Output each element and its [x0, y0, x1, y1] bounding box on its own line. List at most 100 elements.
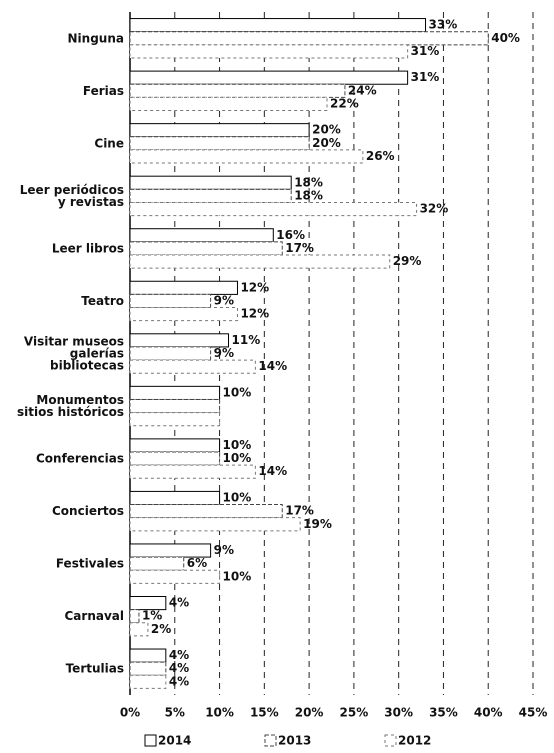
value-label: 10%: [223, 569, 252, 583]
bar: [129, 254, 391, 269]
value-label: 10%: [223, 490, 252, 504]
legend-swatch: [264, 734, 277, 747]
y-tick-label: Carnaval: [65, 609, 125, 623]
value-label: 26%: [366, 149, 395, 163]
value-label: 14%: [258, 359, 287, 373]
bar: [129, 96, 328, 112]
x-tick-label: 35%: [429, 706, 458, 720]
y-tick-label: Conciertos: [52, 504, 124, 518]
x-tick-label: 40%: [474, 706, 503, 720]
value-label: 11%: [232, 333, 261, 347]
x-tick-label: 25%: [340, 706, 369, 720]
bar: [129, 188, 292, 203]
value-label: 22%: [330, 96, 359, 110]
value-label: 10%: [223, 438, 252, 452]
y-tick-label: Ferias: [83, 83, 124, 97]
bar: [129, 609, 140, 624]
bar: [129, 136, 310, 151]
value-label: 24%: [348, 83, 377, 97]
bar: [129, 661, 167, 676]
bar: [129, 359, 256, 374]
value-label: 10%: [223, 385, 252, 399]
bar: [129, 412, 221, 427]
bar: [129, 18, 427, 33]
bar: [129, 398, 221, 414]
value-label: 6%: [187, 556, 207, 570]
value-label: 9%: [214, 293, 234, 307]
bar: [129, 464, 256, 479]
value-label: 40%: [491, 31, 520, 45]
value-label: 31%: [411, 44, 440, 58]
value-label: 20%: [312, 136, 341, 150]
x-tick-label: 15%: [250, 706, 279, 720]
bar: [129, 149, 364, 164]
value-label: 9%: [214, 346, 234, 360]
value-label: 32%: [420, 202, 449, 216]
bar: [129, 674, 167, 689]
bar: [129, 490, 221, 506]
bar: [129, 517, 301, 532]
bar: [129, 569, 221, 584]
value-label: 17%: [285, 241, 314, 255]
value-label: 2%: [151, 622, 171, 636]
bar: [129, 595, 167, 611]
value-label: 18%: [294, 188, 323, 202]
legend-label: 2014: [158, 734, 191, 748]
bar: [129, 543, 212, 558]
bar: [129, 228, 274, 243]
bar: [129, 44, 409, 59]
value-label: 4%: [169, 674, 189, 688]
value-label: 31%: [411, 70, 440, 84]
y-tick-label: Visitar museos galerías bibliotecas: [24, 334, 124, 372]
y-tick-label: Conferencias: [36, 451, 124, 465]
legend-swatch: [144, 734, 157, 747]
value-label: 4%: [169, 648, 189, 662]
y-tick-label: Teatro: [81, 293, 124, 307]
y-tick-label: Cine: [94, 136, 124, 150]
bar: [129, 241, 283, 256]
x-tick-label: 20%: [295, 706, 324, 720]
bar: [129, 175, 292, 190]
value-label: 20%: [312, 123, 341, 137]
bar: [129, 123, 310, 138]
x-tick-label: 10%: [205, 706, 234, 720]
bar: [129, 83, 346, 98]
bar: [129, 385, 221, 400]
value-label: 12%: [240, 307, 269, 321]
bar: [129, 307, 238, 322]
value-label: 14%: [258, 464, 287, 478]
y-tick-label: Festivales: [56, 556, 124, 570]
y-tick-label: Ninguna: [68, 31, 124, 45]
x-tick-label: 30%: [384, 706, 413, 720]
value-label: 1%: [142, 609, 162, 623]
bar: [129, 451, 221, 466]
bar: [129, 346, 212, 361]
value-label: 4%: [169, 596, 189, 610]
bar: [129, 70, 409, 85]
legend-label: 2012: [398, 734, 431, 748]
legend-swatch: [384, 734, 397, 747]
value-label: 9%: [214, 543, 234, 557]
value-label: 29%: [393, 254, 422, 268]
bar: [129, 504, 283, 519]
y-tick-label: Leer libros: [52, 241, 124, 255]
x-tick-label: 0%: [120, 706, 140, 720]
bar: [129, 438, 221, 453]
y-tick-label: Tertulias: [66, 661, 124, 675]
bar: [129, 648, 167, 663]
value-label: 18%: [294, 175, 323, 189]
value-label: 12%: [240, 280, 269, 294]
y-tick-label: Leer periódicos y revistas: [20, 182, 124, 208]
value-label: 4%: [169, 661, 189, 675]
y-tick-label: Monumentos sitios históricos: [17, 393, 124, 419]
value-label: 10%: [223, 451, 252, 465]
value-label: 16%: [276, 228, 305, 242]
bar: [129, 31, 489, 46]
value-label: 17%: [285, 504, 314, 518]
x-tick-label: 5%: [165, 706, 185, 720]
bar: [129, 280, 238, 295]
x-tick-label: 45%: [519, 706, 548, 720]
bar: [129, 556, 185, 571]
bar: [129, 293, 212, 309]
